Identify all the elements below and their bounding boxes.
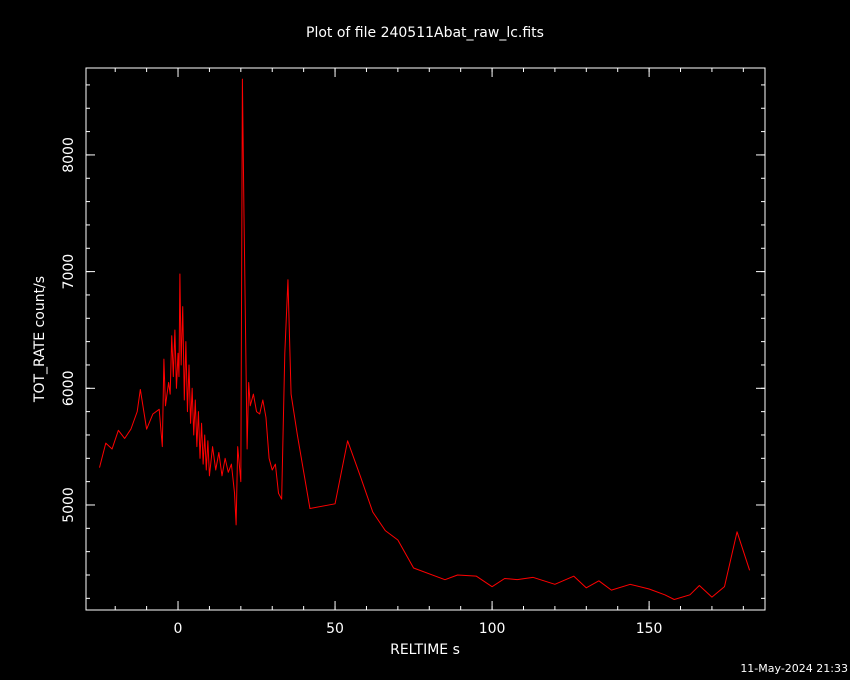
y-tick-label: 5000 xyxy=(61,487,77,523)
x-tick-label: 150 xyxy=(636,621,663,637)
x-tick-label: 50 xyxy=(326,621,344,637)
x-axis-label: RELTIME s xyxy=(390,642,460,658)
y-axis-label: TOT_RATE count/s xyxy=(32,276,48,403)
plot-frame xyxy=(85,67,766,611)
y-tick-label: 8000 xyxy=(61,137,77,173)
timestamp: 11-May-2024 21:33 xyxy=(740,662,848,675)
y-tick-label: 7000 xyxy=(61,254,77,290)
x-tick-label: 100 xyxy=(479,621,506,637)
chart-title: Plot of file 240511Abat_raw_lc.fits xyxy=(306,25,544,41)
y-tick-label: 6000 xyxy=(61,370,77,406)
data-line xyxy=(99,78,751,600)
x-tick-label: 0 xyxy=(174,621,183,637)
